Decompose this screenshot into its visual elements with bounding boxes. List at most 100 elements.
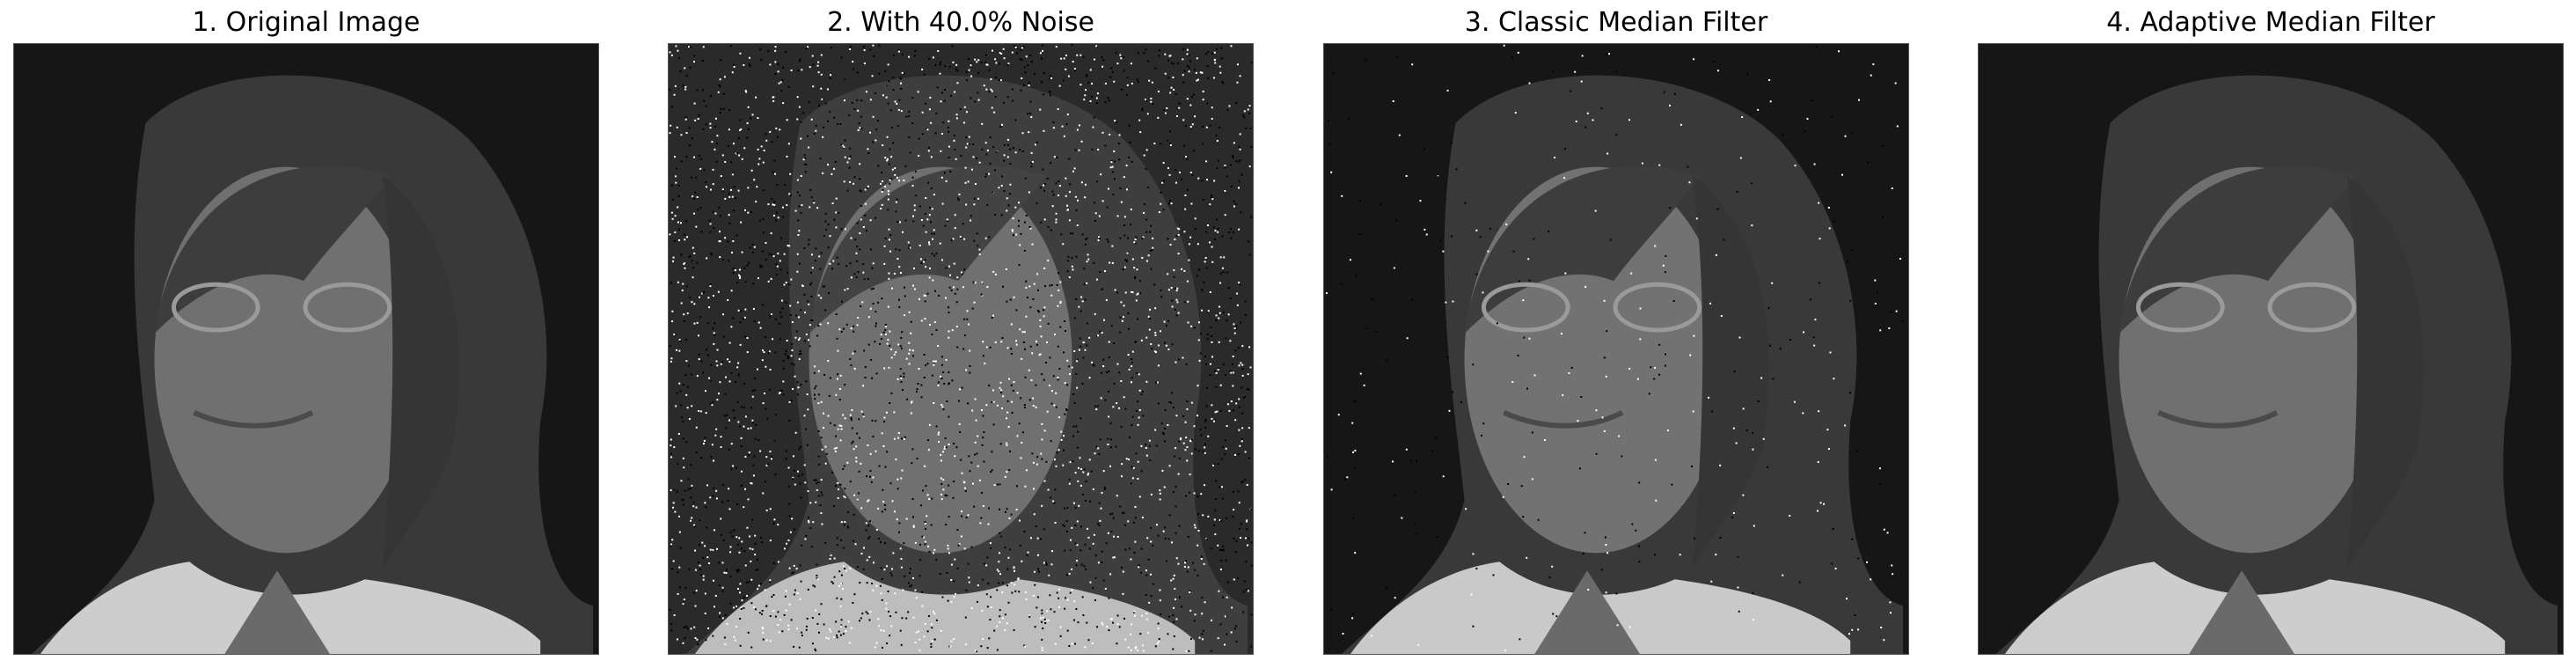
- noise-speck: [796, 179, 799, 181]
- noise-speck: [1019, 519, 1021, 522]
- noise-speck: [1018, 264, 1021, 267]
- noise-speck: [816, 207, 819, 209]
- noise-speck: [670, 211, 673, 214]
- noise-speck: [965, 70, 968, 73]
- noise-speck: [1059, 300, 1062, 303]
- noise-speck: [677, 56, 680, 59]
- noise-speck: [692, 195, 694, 198]
- noise-speck: [1052, 375, 1055, 378]
- noise-speck: [1108, 356, 1110, 359]
- noise-speck: [792, 478, 794, 481]
- noise-speck: [751, 395, 754, 398]
- noise-speck: [1809, 298, 1811, 301]
- noise-speck: [1416, 459, 1418, 462]
- noise-speck: [675, 405, 677, 407]
- noise-speck: [912, 267, 915, 269]
- noise-speck: [948, 383, 950, 385]
- noise-speck: [710, 456, 713, 459]
- noise-speck: [1889, 601, 1892, 604]
- noise-speck: [946, 572, 948, 575]
- noise-speck: [733, 186, 735, 188]
- noise-speck: [872, 44, 875, 47]
- noise-speck: [1032, 397, 1035, 400]
- noise-speck: [825, 228, 828, 231]
- noise-speck: [844, 78, 846, 81]
- noise-speck: [1157, 344, 1160, 347]
- noise-speck: [1220, 272, 1223, 275]
- noise-speck: [769, 508, 772, 510]
- noise-speck: [1101, 621, 1103, 624]
- noise-speck: [1109, 573, 1112, 576]
- noise-speck: [778, 82, 780, 84]
- noise-speck: [1174, 238, 1176, 240]
- noise-speck: [932, 56, 934, 59]
- noise-speck: [807, 135, 809, 137]
- noise-speck: [1460, 401, 1462, 404]
- noise-speck: [1236, 81, 1239, 84]
- noise-speck: [1071, 526, 1073, 529]
- noise-speck: [1086, 261, 1088, 263]
- noise-speck: [901, 617, 904, 620]
- noise-speck: [803, 464, 806, 466]
- noise-speck: [888, 239, 890, 241]
- noise-speck: [1163, 440, 1166, 443]
- noise-speck: [1354, 449, 1357, 451]
- noise-speck: [1009, 298, 1012, 301]
- noise-speck: [909, 151, 911, 154]
- noise-speck: [1240, 481, 1243, 484]
- noise-speck: [670, 545, 672, 547]
- noise-speck: [1218, 312, 1221, 314]
- noise-speck: [871, 583, 874, 585]
- noise-speck: [974, 183, 977, 186]
- noise-speck: [1183, 231, 1186, 233]
- noise-speck: [1131, 361, 1134, 363]
- noise-speck: [1327, 119, 1329, 121]
- noise-speck: [751, 548, 754, 551]
- noise-speck: [778, 631, 780, 634]
- noise-speck: [709, 285, 712, 288]
- noise-speck: [996, 625, 999, 628]
- noise-speck: [750, 169, 753, 172]
- noise-speck: [991, 106, 993, 109]
- noise-speck: [1118, 158, 1121, 161]
- noise-speck: [1076, 560, 1079, 562]
- noise-speck: [1213, 59, 1216, 62]
- noise-speck: [1679, 554, 1681, 556]
- noise-speck: [739, 583, 742, 585]
- noise-speck: [750, 482, 753, 485]
- noise-speck: [753, 320, 756, 323]
- noise-speck: [892, 142, 895, 144]
- noise-speck: [1204, 601, 1206, 604]
- noise-speck: [959, 108, 962, 111]
- noise-speck: [1080, 563, 1083, 566]
- noise-speck: [674, 215, 677, 217]
- noise-speck: [807, 300, 809, 303]
- noise-speck: [1130, 633, 1132, 635]
- noise-speck: [1080, 296, 1083, 298]
- noise-speck: [890, 356, 893, 359]
- portrait-classic-median: [1324, 44, 1908, 654]
- noise-speck: [1041, 373, 1043, 376]
- noise-speck: [1047, 488, 1050, 491]
- noise-speck: [1344, 478, 1347, 481]
- noise-speck: [800, 496, 802, 499]
- noise-speck: [907, 611, 910, 613]
- noise-speck: [1081, 233, 1084, 236]
- noise-speck: [729, 602, 732, 605]
- noise-speck: [767, 351, 770, 354]
- noise-speck: [1044, 285, 1047, 288]
- noise-speck: [1168, 143, 1171, 145]
- noise-speck: [858, 620, 860, 622]
- noise-speck: [881, 172, 883, 174]
- noise-speck: [824, 212, 827, 215]
- noise-speck: [1650, 366, 1652, 369]
- noise-speck: [898, 522, 901, 525]
- noise-speck: [955, 325, 958, 327]
- noise-speck: [1178, 228, 1181, 231]
- noise-speck: [1127, 237, 1130, 239]
- noise-speck: [956, 82, 959, 84]
- noise-speck: [1204, 446, 1206, 449]
- noise-speck: [805, 628, 808, 631]
- noise-speck: [1057, 107, 1059, 110]
- noise-speck: [996, 649, 999, 651]
